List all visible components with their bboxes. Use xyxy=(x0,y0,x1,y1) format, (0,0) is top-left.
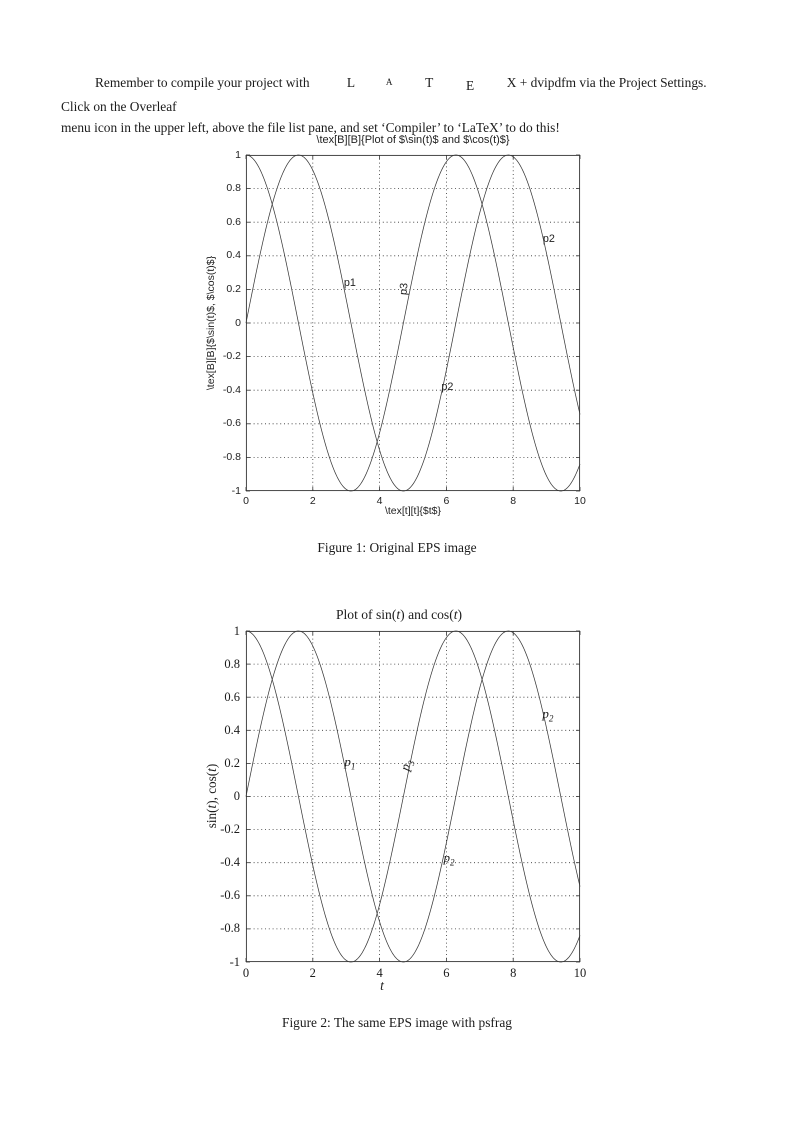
y-tick-label: -0.6 xyxy=(222,417,241,430)
y-tick-label: 1 xyxy=(233,623,240,638)
x-tick-label: 2 xyxy=(309,495,316,507)
y-tick-label: 0.2 xyxy=(226,282,241,295)
figure2-x-axis-label: t xyxy=(380,978,384,993)
y-tick-label: -0.4 xyxy=(222,383,241,396)
figure2-caption: Figure 2: The same EPS image with psfrag xyxy=(282,1015,512,1030)
x-tick-label: 4 xyxy=(376,966,383,980)
y-tick-label: -0.2 xyxy=(220,822,240,837)
x-tick-label: 4 xyxy=(376,495,383,507)
intro-text-line2: menu icon in the upper left, above the f… xyxy=(61,119,560,135)
curve-label-p3: p3 xyxy=(397,282,411,296)
y-tick-label: -0.6 xyxy=(220,888,240,903)
figure1-plot-area xyxy=(245,154,581,492)
y-tick-label: 0.6 xyxy=(226,215,241,228)
figure1-plot-title: \tex[B][B]{Plot of $\sin(t)$ and $\cos(t… xyxy=(316,134,510,146)
curve-label-p2: p2 xyxy=(443,849,455,868)
y-tick-label: 0.8 xyxy=(226,182,241,195)
y-tick-label: 0 xyxy=(233,789,240,803)
y-tick-label: 0.8 xyxy=(224,656,240,671)
figure2-plot-area xyxy=(245,630,581,963)
axes-border xyxy=(245,154,581,492)
curve-sin xyxy=(245,154,581,492)
x-tick-label: 2 xyxy=(309,966,316,980)
intro-text-before-logo: Remember to compile your project with xyxy=(95,75,313,91)
intro-text-line1: + dvipdfm via the Project Settings. Clic… xyxy=(61,75,707,114)
curve-cos xyxy=(245,630,581,963)
y-tick-label: 0.4 xyxy=(224,722,240,737)
y-tick-label: -1 xyxy=(231,484,241,497)
x-tick-label: 8 xyxy=(510,495,517,507)
curve-label-p2: p2 xyxy=(441,380,454,393)
x-tick-label: 0 xyxy=(242,966,250,980)
curve-label-p2: p2 xyxy=(542,233,555,245)
x-tick-label: 10 xyxy=(573,966,587,980)
curve-label-p2: p2 xyxy=(542,705,554,724)
curve-label-p1: p1 xyxy=(344,753,356,772)
x-tick-label: 8 xyxy=(510,966,517,980)
x-tick-label: 6 xyxy=(443,495,450,507)
figure1-caption: Figure 1: Original EPS image xyxy=(317,540,477,555)
x-tick-label: 0 xyxy=(243,495,249,507)
x-tick-label: 10 xyxy=(574,495,586,507)
curve-cos xyxy=(245,154,581,492)
y-tick-label: -0.8 xyxy=(220,921,240,936)
axes-border xyxy=(245,630,581,963)
y-tick-label: 0 xyxy=(235,316,241,329)
figure1-x-axis-label: \tex[t][t]{$t$} xyxy=(384,505,442,517)
y-tick-label: 0.4 xyxy=(226,249,241,262)
y-tick-label: -0.2 xyxy=(222,350,241,363)
figure2-plot-title: Plot of sin(t) and cos(t) xyxy=(335,607,463,622)
x-tick-label: 6 xyxy=(443,966,450,980)
y-tick-label: 0.6 xyxy=(224,689,240,704)
y-tick-label: -0.4 xyxy=(220,855,240,870)
curve-label-p1: p1 xyxy=(343,276,356,289)
y-tick-label: -0.8 xyxy=(222,450,241,463)
y-tick-label: -1 xyxy=(229,954,240,969)
y-tick-label: 1 xyxy=(235,148,241,161)
y-tick-label: 0.2 xyxy=(224,755,240,770)
curve-sin xyxy=(245,630,581,963)
